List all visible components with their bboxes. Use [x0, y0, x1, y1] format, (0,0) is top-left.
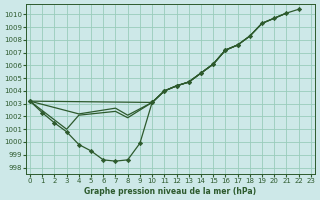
X-axis label: Graphe pression niveau de la mer (hPa): Graphe pression niveau de la mer (hPa) — [84, 187, 257, 196]
